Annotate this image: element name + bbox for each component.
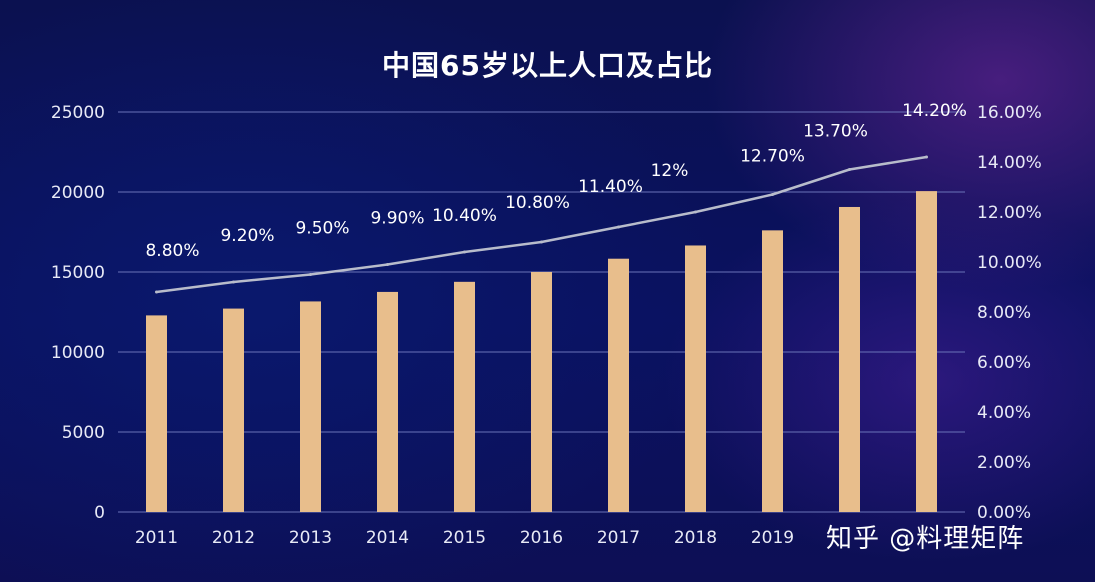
data-labels: 8.80% 9.20% 9.50% 9.90% 10.40% 10.80% 11.40% 12… [145, 101, 966, 261]
line-data-label: 8.80% [145, 241, 199, 261]
line-point [309, 273, 312, 276]
line-data-label: 14.20% [902, 101, 967, 121]
percentage-line [155, 155, 928, 294]
right-tick-label: 4.00% [977, 403, 1031, 423]
bar [531, 271, 552, 512]
line-point [155, 290, 158, 294]
bars [146, 191, 937, 513]
line-point [617, 225, 620, 229]
bar [223, 308, 244, 512]
line-data-label: 11.40% [578, 177, 643, 197]
bar [762, 230, 783, 513]
line-point [771, 193, 774, 196]
bar [685, 245, 706, 513]
left-tick-label: 10000 [51, 343, 105, 363]
x-tick-label: 2012 [212, 528, 255, 548]
right-tick-label: 2.00% [977, 453, 1031, 473]
right-tick-label: 10.00% [977, 253, 1042, 273]
bar [146, 315, 167, 512]
line-point [232, 280, 235, 284]
left-tick-label: 25000 [51, 103, 105, 123]
x-tick-label: 2016 [520, 528, 563, 548]
right-tick-label: 8.00% [977, 303, 1031, 323]
bar [454, 281, 475, 512]
line-data-label: 9.50% [295, 219, 349, 239]
x-tick-label: 2017 [597, 528, 640, 548]
line-point [540, 240, 543, 244]
x-tick-label: 2018 [674, 528, 717, 548]
right-tick-label: 6.00% [977, 353, 1031, 373]
right-tick-label: 0.00% [977, 503, 1031, 523]
bar [377, 291, 398, 512]
line-point [386, 263, 389, 266]
line-data-label: 9.90% [370, 209, 424, 229]
x-tick-label: 2013 [289, 528, 332, 548]
line-data-label: 13.70% [803, 122, 868, 142]
line-point [848, 168, 851, 171]
left-axis-ticks: 0 5000 10000 15000 20000 25000 [51, 103, 105, 523]
line-data-label: 9.20% [220, 226, 274, 246]
line-point [694, 210, 697, 214]
left-tick-label: 5000 [62, 423, 105, 443]
left-tick-label: 15000 [51, 263, 105, 283]
x-tick-label: 2014 [366, 528, 409, 548]
x-tick-label: 2015 [443, 528, 486, 548]
x-tick-label: 2019 [751, 528, 794, 548]
chart-title: 中国65岁以上人口及占比 [382, 49, 713, 82]
line-data-label: 10.80% [505, 193, 570, 213]
line-data-label: 12% [651, 161, 689, 181]
x-tick-label: 2011 [135, 528, 178, 548]
right-axis-ticks: 0.00% 2.00% 4.00% 6.00% 8.00% 10.00% 12.00% 14.… [977, 103, 1042, 523]
watermark: 知乎 @料理矩阵 [826, 524, 1025, 554]
line-point [463, 250, 466, 254]
right-tick-label: 12.00% [977, 203, 1042, 223]
bar [839, 206, 860, 512]
bar [300, 301, 321, 512]
left-tick-label: 0 [94, 503, 105, 523]
right-tick-label: 14.00% [977, 153, 1042, 173]
line-point [925, 155, 928, 159]
right-tick-label: 16.00% [977, 103, 1042, 123]
x-axis-ticks: 2011 2012 2013 2014 2015 2016 2017 2018 2019 [135, 528, 794, 548]
line-data-label: 12.70% [740, 147, 805, 167]
bar [608, 258, 629, 512]
bar [916, 191, 937, 512]
left-tick-label: 20000 [51, 183, 105, 203]
line-data-label: 10.40% [432, 206, 497, 226]
